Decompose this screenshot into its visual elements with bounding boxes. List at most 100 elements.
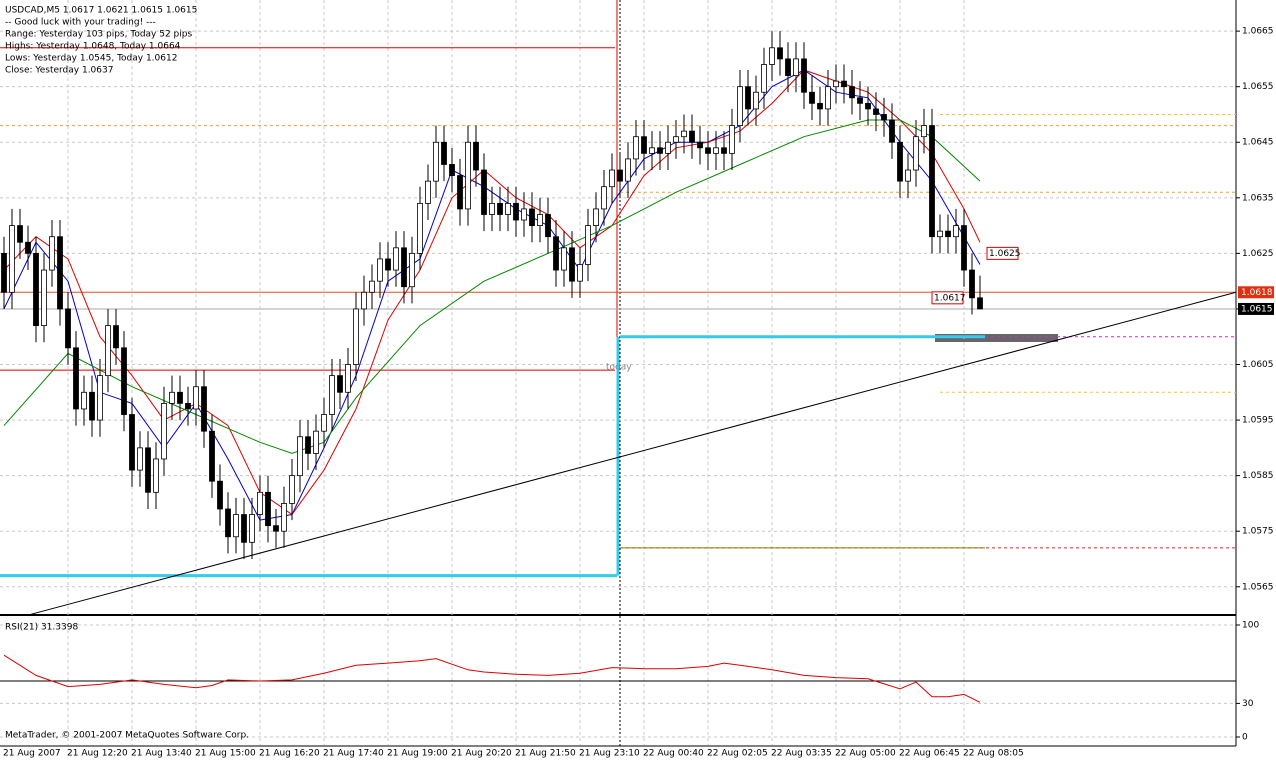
candle-body (305, 436, 311, 454)
x-tick-label: 22 Aug 05:00 (835, 749, 896, 759)
price-tag-box (931, 291, 964, 305)
candle-body (777, 47, 783, 60)
candle-body (617, 169, 623, 182)
candle-body (441, 141, 447, 165)
annotation: today (606, 363, 632, 373)
candle-body (129, 414, 135, 471)
candle-body (801, 58, 807, 93)
candle-body (633, 136, 639, 160)
candle-body (745, 86, 751, 110)
candle-body (249, 514, 255, 543)
candle-body (321, 414, 327, 432)
candle-body (665, 141, 671, 154)
candle-body (689, 130, 695, 143)
x-tick-label: 21 Aug 19:00 (387, 749, 448, 759)
candle-body (865, 102, 871, 110)
candle-body (729, 125, 735, 154)
candle-body (145, 447, 151, 493)
candle-body (185, 403, 191, 410)
candle-body (33, 252, 39, 327)
x-tick-label: 21 Aug 12:20 (67, 749, 128, 759)
candle-body (177, 391, 183, 404)
candle-body (337, 375, 343, 393)
candle-body (153, 458, 159, 493)
candle-body (913, 136, 919, 171)
candle-body (649, 147, 655, 154)
candle-body (49, 236, 55, 271)
candle-body (673, 136, 679, 143)
candle-body (169, 391, 175, 404)
candle-body (737, 86, 743, 126)
x-tick-label: 21 Aug 13:40 (131, 749, 192, 759)
candle-body (265, 491, 271, 527)
candle-body (481, 169, 487, 215)
info-line: Highs: Yesterday 1.0648, Today 1.0664 (5, 42, 181, 52)
candle-body (25, 241, 31, 254)
candle-body (953, 225, 959, 238)
candle-body (393, 247, 399, 271)
candle-body (89, 391, 95, 421)
candle-body (593, 208, 599, 226)
candle-body (289, 475, 295, 504)
rsi-title: RSI(21) 31.3398 (5, 623, 78, 633)
y-tick-label: 1.0575 (1242, 527, 1274, 537)
x-tick-label: 22 Aug 06:45 (899, 749, 960, 759)
candle-body (641, 136, 647, 154)
x-tick-label: 21 Aug 2007 (3, 749, 61, 759)
candle-body (849, 86, 855, 99)
y-tick-label: 0 (1242, 733, 1248, 743)
candle-body (193, 386, 199, 410)
candle-body (513, 202, 519, 221)
axis-tag: 1.0615 (1241, 304, 1273, 314)
rsi-line (3, 654, 981, 703)
candle-body (273, 525, 279, 532)
candle-body (57, 236, 63, 310)
x-tick-label: 22 Aug 02:05 (707, 749, 768, 759)
candle-body (897, 141, 903, 182)
candle-body (721, 147, 727, 154)
candle-body (761, 64, 767, 93)
candle-body (833, 80, 839, 88)
candle-body (465, 141, 471, 210)
candle-body (609, 169, 615, 188)
candle-body (657, 147, 663, 154)
candle-body (553, 236, 559, 271)
y-tick-label: 1.0565 (1242, 582, 1274, 592)
candle-body (569, 247, 575, 282)
price-tag-box (986, 246, 1019, 260)
y-tick-label: 1.0585 (1242, 471, 1274, 481)
trendline (29, 291, 1237, 616)
candle-body (385, 258, 391, 271)
candle-body (161, 403, 167, 460)
candle-body (857, 97, 863, 104)
candle-body (433, 141, 439, 182)
candle-body (369, 280, 375, 293)
y-tick-label: 100 (1242, 620, 1259, 630)
y-tick-label: 1.0645 (1242, 138, 1274, 148)
candle-body (313, 430, 319, 454)
candle-body (209, 430, 215, 482)
x-tick-label: 21 Aug 21:50 (515, 749, 576, 759)
x-tick-label: 22 Aug 03:35 (771, 749, 832, 759)
candle-body (697, 141, 703, 149)
y-tick-label: 30 (1242, 699, 1254, 709)
candle-body (601, 186, 607, 210)
candle-body (817, 102, 823, 110)
candle-body (41, 269, 47, 327)
candle-body (353, 308, 359, 365)
candle-body (73, 347, 79, 410)
footer: MetaTrader, © 2001-2007 MetaQuotes Softw… (5, 731, 249, 741)
candle-body (121, 347, 127, 415)
info-line: Lows: Yesterday 1.0545, Today 1.0612 (5, 54, 177, 64)
axis-tag-box (1238, 286, 1274, 299)
candle-body (961, 225, 967, 271)
candle-body (945, 230, 951, 238)
candle-body (545, 214, 551, 238)
x-tick-label: 21 Aug 23:10 (579, 749, 640, 759)
candle-body (537, 214, 543, 226)
zone-box (935, 334, 1058, 342)
candle-body (297, 436, 303, 477)
candle-body (705, 147, 711, 154)
